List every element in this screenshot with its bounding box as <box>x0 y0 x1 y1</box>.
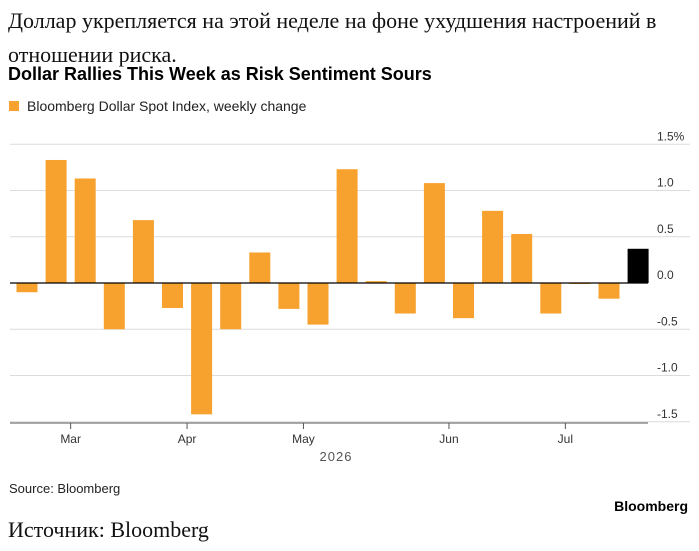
bar <box>132 220 154 283</box>
chart-title: Dollar Rallies This Week as Risk Sentime… <box>8 64 432 84</box>
bar <box>627 248 649 283</box>
bar <box>482 210 504 283</box>
legend-label: Bloomberg Dollar Spot Index, weekly chan… <box>27 98 307 114</box>
y-tick-label: 0.5 <box>657 222 674 236</box>
y-tick-label: 0.0 <box>657 268 674 282</box>
bar <box>307 283 329 325</box>
chart-source: Source: Bloomberg <box>9 481 121 496</box>
article-title-ru: Доллар укрепляется на этой неделе на фон… <box>8 8 657 67</box>
bar <box>598 283 620 299</box>
bar <box>191 283 213 415</box>
x-tick-label: Apr <box>178 432 197 446</box>
bar <box>162 283 183 308</box>
bar <box>423 183 445 283</box>
bar <box>511 233 533 283</box>
bar <box>278 283 300 309</box>
bar <box>74 178 96 283</box>
y-tick-label: -1.5 <box>657 407 678 421</box>
y-axis-labels: 1.5% 1.0 0.5 0.0 -0.5 -1.0 -1.5 <box>657 129 685 421</box>
bar <box>16 283 38 293</box>
x-tick-label: May <box>292 432 315 446</box>
bar <box>103 283 125 330</box>
x-tick-label: Jun <box>439 432 458 446</box>
y-tick-label: -1.0 <box>657 361 678 375</box>
x-tick-label: Jul <box>558 432 573 446</box>
bloomberg-logo: Bloomberg <box>614 498 688 514</box>
x-axis-year: 2026 <box>320 449 353 464</box>
bar <box>45 159 67 283</box>
bar-chart: Mar Apr May Jun Jul 2026 1.5% 1.0 0.5 0.0 -0.5 -1.… <box>10 129 690 464</box>
bar <box>394 283 416 314</box>
bar <box>336 169 358 283</box>
bars <box>16 159 649 415</box>
bar <box>249 252 271 283</box>
y-tick-label: -0.5 <box>657 314 678 328</box>
x-tick-label: Mar <box>60 432 81 446</box>
bar <box>453 283 474 319</box>
x-axis: Mar Apr May Jun Jul 2026 <box>10 422 648 464</box>
legend-swatch <box>9 101 19 111</box>
legend: Bloomberg Dollar Spot Index, weekly chan… <box>9 98 306 114</box>
y-tick-label: 1.0 <box>657 176 674 190</box>
y-tick-label: 1.5% <box>657 129 685 143</box>
bar <box>540 283 562 314</box>
article-source-ru: Источник: Bloomberg <box>8 517 209 542</box>
bar <box>220 283 242 330</box>
bar <box>365 281 387 283</box>
